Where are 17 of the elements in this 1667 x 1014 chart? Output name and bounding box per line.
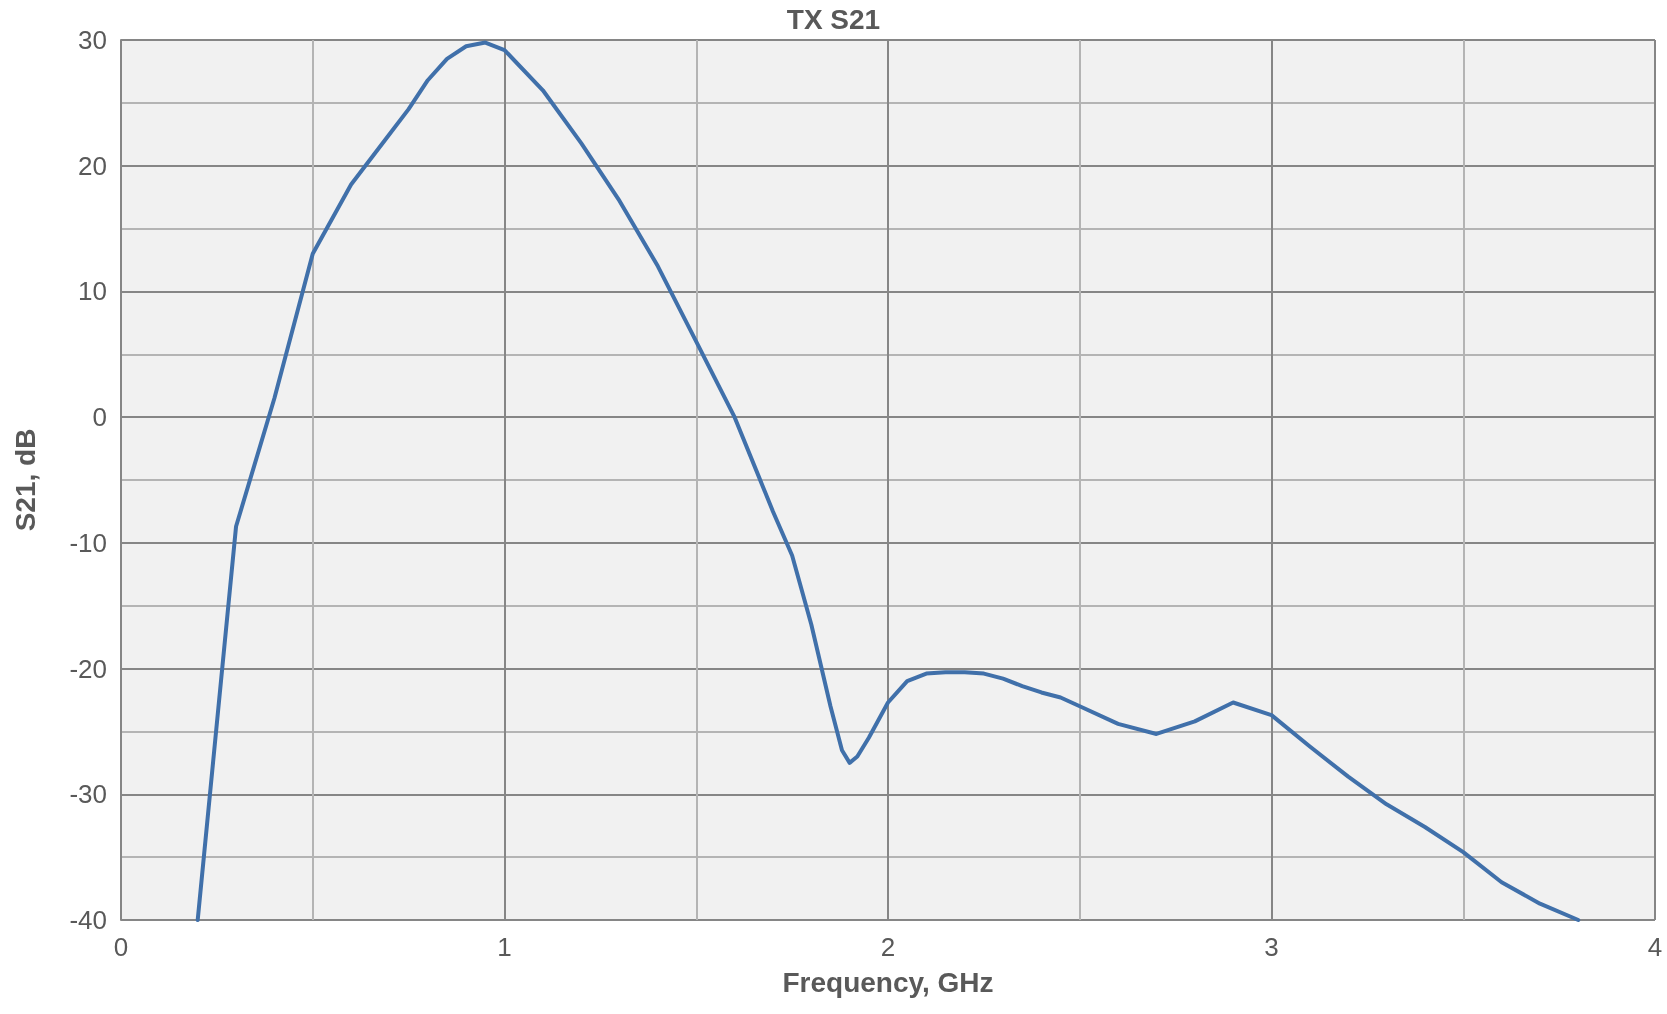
y-axis-title: S21, dB: [9, 428, 41, 532]
y-tick-label: 10: [78, 276, 107, 307]
line-series: [195, 40, 1581, 922]
x-tick-label: 1: [497, 932, 512, 962]
x-tick-label: 0: [113, 932, 129, 962]
y-tick-label: 20: [78, 150, 107, 181]
y-tick-label: -30: [69, 779, 107, 810]
y-tick-label: -20: [69, 653, 107, 684]
y-tick-label: -40: [69, 905, 107, 935]
y-tick-label: 0: [92, 402, 107, 433]
x-tick-label: 2: [880, 932, 896, 962]
y-tick-label: -10: [69, 527, 107, 558]
y-tick-label: 30: [78, 25, 107, 55]
x-axis-title: Frequency, GHz: [782, 966, 994, 998]
chart-title: TX S21: [786, 3, 881, 35]
x-tick-label: 3: [1264, 932, 1279, 962]
x-tick-label: 4: [1647, 932, 1663, 962]
